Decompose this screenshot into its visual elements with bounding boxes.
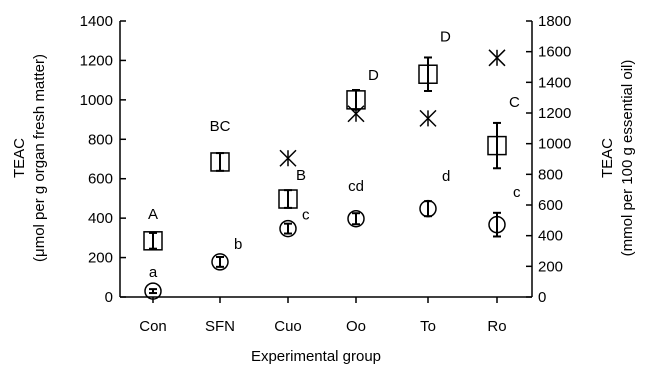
right-tick-label: 1800 bbox=[538, 13, 571, 30]
significance-label: c bbox=[513, 184, 521, 201]
right-tick-label: 200 bbox=[538, 258, 563, 275]
asterisk-marker bbox=[419, 109, 437, 127]
x-tick-label: SFN bbox=[205, 318, 235, 335]
right-tick-label: 600 bbox=[538, 197, 563, 214]
y2-axis-title: TEAC bbox=[599, 138, 616, 178]
left-tick-label: 1400 bbox=[80, 13, 113, 30]
left-tick-label: 1000 bbox=[80, 92, 113, 109]
x-tick-label: Ro bbox=[487, 318, 506, 335]
significance-label: a bbox=[149, 264, 158, 281]
asterisk-marker bbox=[279, 149, 297, 167]
significance-label: D bbox=[440, 28, 451, 45]
circle-marker bbox=[488, 215, 506, 234]
significance-label: BC bbox=[210, 118, 231, 135]
right-tick-label: 1400 bbox=[538, 74, 571, 91]
right-tick-label: 1600 bbox=[538, 44, 571, 61]
axes bbox=[119, 21, 533, 298]
left-tick-label: 0 bbox=[105, 289, 113, 306]
significance-label: cd bbox=[348, 178, 364, 195]
circle-marker bbox=[347, 209, 365, 228]
left-tick-label: 1200 bbox=[80, 52, 113, 69]
x-tick-label: Con bbox=[139, 318, 167, 335]
data-marks: A BC B D D Ca b c cd d c bbox=[143, 28, 521, 300]
significance-label: b bbox=[234, 236, 242, 253]
significance-label: C bbox=[509, 94, 520, 111]
right-tick-label: 800 bbox=[538, 166, 563, 183]
right-tick-label: 0 bbox=[538, 289, 546, 306]
significance-label: A bbox=[148, 206, 158, 223]
square-marker bbox=[210, 152, 230, 172]
y2-axis-units: (mmol per 100 g essential oil) bbox=[619, 60, 636, 257]
right-tick-label: 1200 bbox=[538, 105, 571, 122]
circle-marker bbox=[144, 282, 162, 300]
asterisk-marker bbox=[488, 49, 506, 67]
significance-label: B bbox=[296, 167, 306, 184]
left-tick-label: 800 bbox=[88, 131, 113, 148]
circle-marker bbox=[279, 219, 297, 238]
y-axis-units: (μmol per g organ fresh matter) bbox=[31, 54, 48, 262]
y-axis-title: TEAC bbox=[11, 138, 28, 178]
x-tick-label: To bbox=[420, 318, 436, 335]
x-tick-label: Oo bbox=[346, 318, 366, 335]
right-tick-label: 1000 bbox=[538, 136, 571, 153]
square-marker bbox=[418, 64, 438, 84]
x-axis-title: Experimental group bbox=[251, 348, 381, 365]
x-tick-label: Cuo bbox=[274, 318, 302, 335]
right-axis-ticks: 0 200 400 600 800 1000 1200 1400 1600 1800 bbox=[526, 13, 571, 306]
x-axis-ticks: Con SFN Cuo Oo To Ro bbox=[139, 297, 507, 335]
square-marker bbox=[278, 189, 298, 209]
significance-label: d bbox=[442, 168, 450, 185]
left-axis-ticks: 0 200 400 600 800 1000 1200 1400 bbox=[80, 13, 126, 306]
asterisk-marker bbox=[347, 105, 365, 123]
circle-marker bbox=[211, 253, 229, 271]
square-marker bbox=[143, 231, 163, 251]
left-tick-label: 400 bbox=[88, 210, 113, 227]
circle-marker bbox=[419, 199, 437, 218]
right-tick-label: 400 bbox=[538, 228, 563, 245]
significance-label: c bbox=[302, 207, 310, 224]
significance-label: D bbox=[368, 67, 379, 84]
square-marker bbox=[487, 135, 507, 156]
left-tick-label: 200 bbox=[88, 250, 113, 267]
left-tick-label: 600 bbox=[88, 171, 113, 188]
